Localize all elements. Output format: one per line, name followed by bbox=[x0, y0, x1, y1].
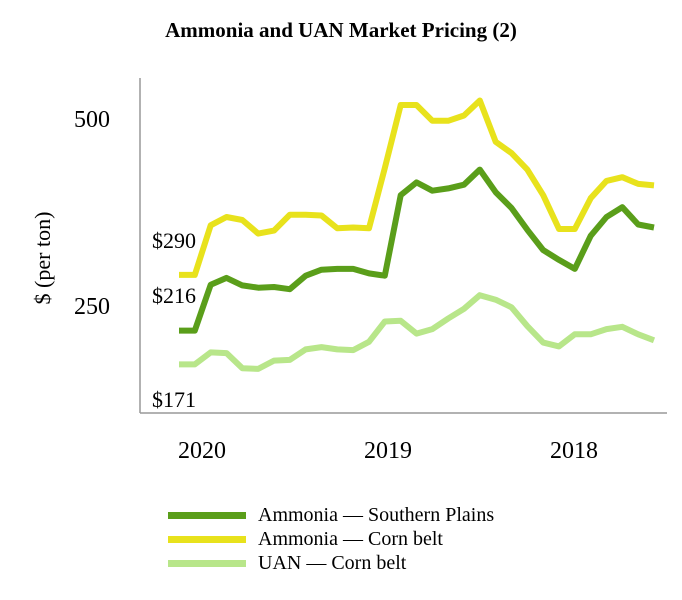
legend-item: Ammonia — Corn belt bbox=[168, 527, 494, 551]
y-tick-label: 250 bbox=[74, 294, 110, 320]
legend-label: Ammonia — Corn belt bbox=[258, 527, 443, 550]
legend: Ammonia — Southern Plains Ammonia — Corn… bbox=[168, 503, 494, 575]
chart-title: Ammonia and UAN Market Pricing (2) bbox=[165, 18, 517, 42]
legend-label: UAN — Corn belt bbox=[258, 551, 407, 574]
line-chart: 500 250 $ (per ton) 2020 2019 2018 $290 $2… bbox=[30, 78, 667, 464]
y-tick-label: 500 bbox=[74, 107, 110, 133]
annotation-uan-corn-belt-start: $171 bbox=[152, 387, 196, 412]
annotation-ammonia-corn-belt-start: $290 bbox=[152, 228, 196, 253]
legend-label: Ammonia — Southern Plains bbox=[258, 503, 495, 526]
x-tick-label: 2020 bbox=[178, 438, 226, 464]
x-tick-label: 2019 bbox=[364, 438, 412, 464]
legend-swatch bbox=[168, 535, 246, 543]
legend-swatch bbox=[168, 559, 246, 567]
annotation-ammonia-southern-plains-start: $216 bbox=[152, 283, 196, 308]
series-line-0 bbox=[179, 166, 655, 334]
series-line-1 bbox=[179, 97, 655, 278]
legend-item: UAN — Corn belt bbox=[168, 551, 494, 575]
legend-item: Ammonia — Southern Plains bbox=[168, 503, 494, 527]
legend-swatch bbox=[168, 511, 246, 519]
y-axis-label: $ (per ton) bbox=[30, 212, 55, 305]
series-line-2 bbox=[179, 292, 656, 372]
x-tick-label: 2018 bbox=[550, 438, 598, 464]
